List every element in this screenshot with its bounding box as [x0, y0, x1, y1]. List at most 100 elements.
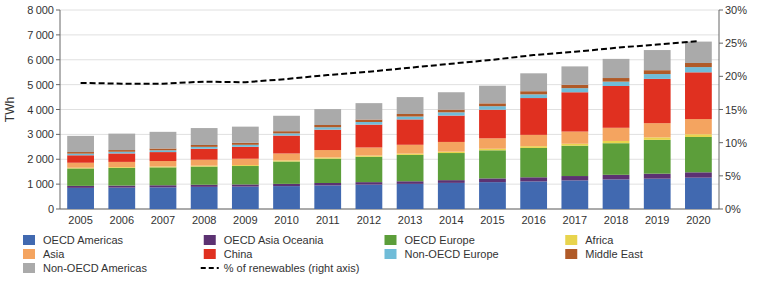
bar — [397, 117, 424, 120]
bar — [191, 167, 218, 185]
y-tick-label: 7 000 — [27, 29, 54, 41]
bar — [356, 122, 383, 125]
bar — [273, 161, 300, 183]
y-tick-label: 8 000 — [27, 4, 54, 16]
y-tick-label: 3 000 — [27, 128, 54, 140]
bar — [438, 153, 465, 180]
x-tick-label: 2018 — [604, 214, 628, 226]
y-tick-label: 5 000 — [27, 79, 54, 91]
bar — [644, 179, 671, 209]
bar — [232, 184, 259, 186]
bar — [314, 185, 341, 209]
x-tick-label: 2014 — [439, 214, 463, 226]
bar — [685, 134, 712, 137]
x-tick-label: 2013 — [398, 214, 422, 226]
bar — [438, 92, 465, 109]
x-tick-label: 2020 — [686, 214, 710, 226]
bar — [356, 185, 383, 209]
y-tick — [56, 59, 60, 60]
bar — [479, 138, 506, 148]
bar — [438, 152, 465, 153]
legend-swatch — [204, 249, 216, 259]
bar — [520, 177, 547, 181]
y2-tick-label: 0% — [725, 203, 741, 215]
bar — [644, 137, 671, 139]
bar — [273, 116, 300, 131]
bar — [397, 119, 424, 144]
bar — [232, 143, 259, 145]
legend-swatch — [565, 249, 577, 259]
bar — [603, 128, 630, 141]
bar — [191, 185, 218, 187]
y-tick — [56, 184, 60, 185]
bar — [108, 162, 135, 167]
bar-series — [67, 42, 712, 152]
y-tick — [56, 209, 60, 210]
bar — [150, 185, 177, 187]
plot-area — [67, 41, 712, 209]
legend-swatch — [201, 267, 219, 269]
legend-label: OECD Americas — [43, 234, 124, 246]
bar — [273, 131, 300, 133]
bar — [685, 42, 712, 63]
bar — [232, 145, 259, 147]
y2-tick — [719, 175, 723, 176]
bar — [520, 146, 547, 148]
bar — [685, 72, 712, 119]
bar — [108, 188, 135, 209]
y-tick-label: 1 000 — [27, 178, 54, 190]
bar — [150, 150, 177, 152]
bar — [232, 166, 259, 184]
legend-label: Asia — [43, 248, 65, 260]
bar — [67, 154, 94, 156]
bar — [108, 150, 135, 152]
bar — [273, 184, 300, 186]
bar — [438, 110, 465, 113]
y2-tick — [719, 76, 723, 77]
y-tick-label: 6 000 — [27, 54, 54, 66]
bar — [520, 98, 547, 135]
bar — [561, 176, 588, 180]
bar — [603, 143, 630, 175]
bar — [397, 154, 424, 155]
bar — [644, 174, 671, 179]
bar — [356, 120, 383, 122]
y-tick-label: 0 — [48, 203, 54, 215]
bar — [561, 88, 588, 92]
bar — [356, 157, 383, 182]
bar — [150, 132, 177, 149]
legend-label: % of renewables (right axis) — [224, 262, 360, 274]
y2-tick-label: 10% — [725, 137, 747, 149]
y-axis-label: TWh — [3, 97, 17, 122]
bar — [520, 181, 547, 209]
bar — [685, 137, 712, 172]
legend-swatch — [23, 235, 35, 245]
bar — [479, 106, 506, 109]
bar — [191, 149, 218, 160]
bar — [479, 182, 506, 209]
bar — [150, 161, 177, 166]
y2-tick-label: 15% — [725, 104, 747, 116]
bar — [150, 167, 177, 185]
bar — [520, 94, 547, 98]
legend-swatch — [23, 263, 35, 273]
bar — [356, 182, 383, 184]
legend-label: Non-OECD Americas — [43, 262, 147, 274]
bar — [314, 109, 341, 125]
bar — [67, 163, 94, 168]
bar — [191, 187, 218, 209]
bar — [397, 184, 424, 209]
y-tick — [56, 10, 60, 11]
bar — [603, 59, 630, 78]
x-tick-label: 2015 — [480, 214, 504, 226]
legend-label: Africa — [585, 234, 614, 246]
y-tick — [56, 134, 60, 135]
bar — [603, 78, 630, 82]
y2-tick-label: 30% — [725, 4, 747, 16]
x-axis: 2005200620072008200920102011201220132014… — [60, 209, 719, 226]
x-tick-label: 2012 — [357, 214, 381, 226]
bar — [603, 179, 630, 209]
bar — [232, 187, 259, 209]
x-tick-label: 2017 — [563, 214, 587, 226]
y2-axis: 0%5%10%15%20%25%30% — [719, 4, 747, 215]
